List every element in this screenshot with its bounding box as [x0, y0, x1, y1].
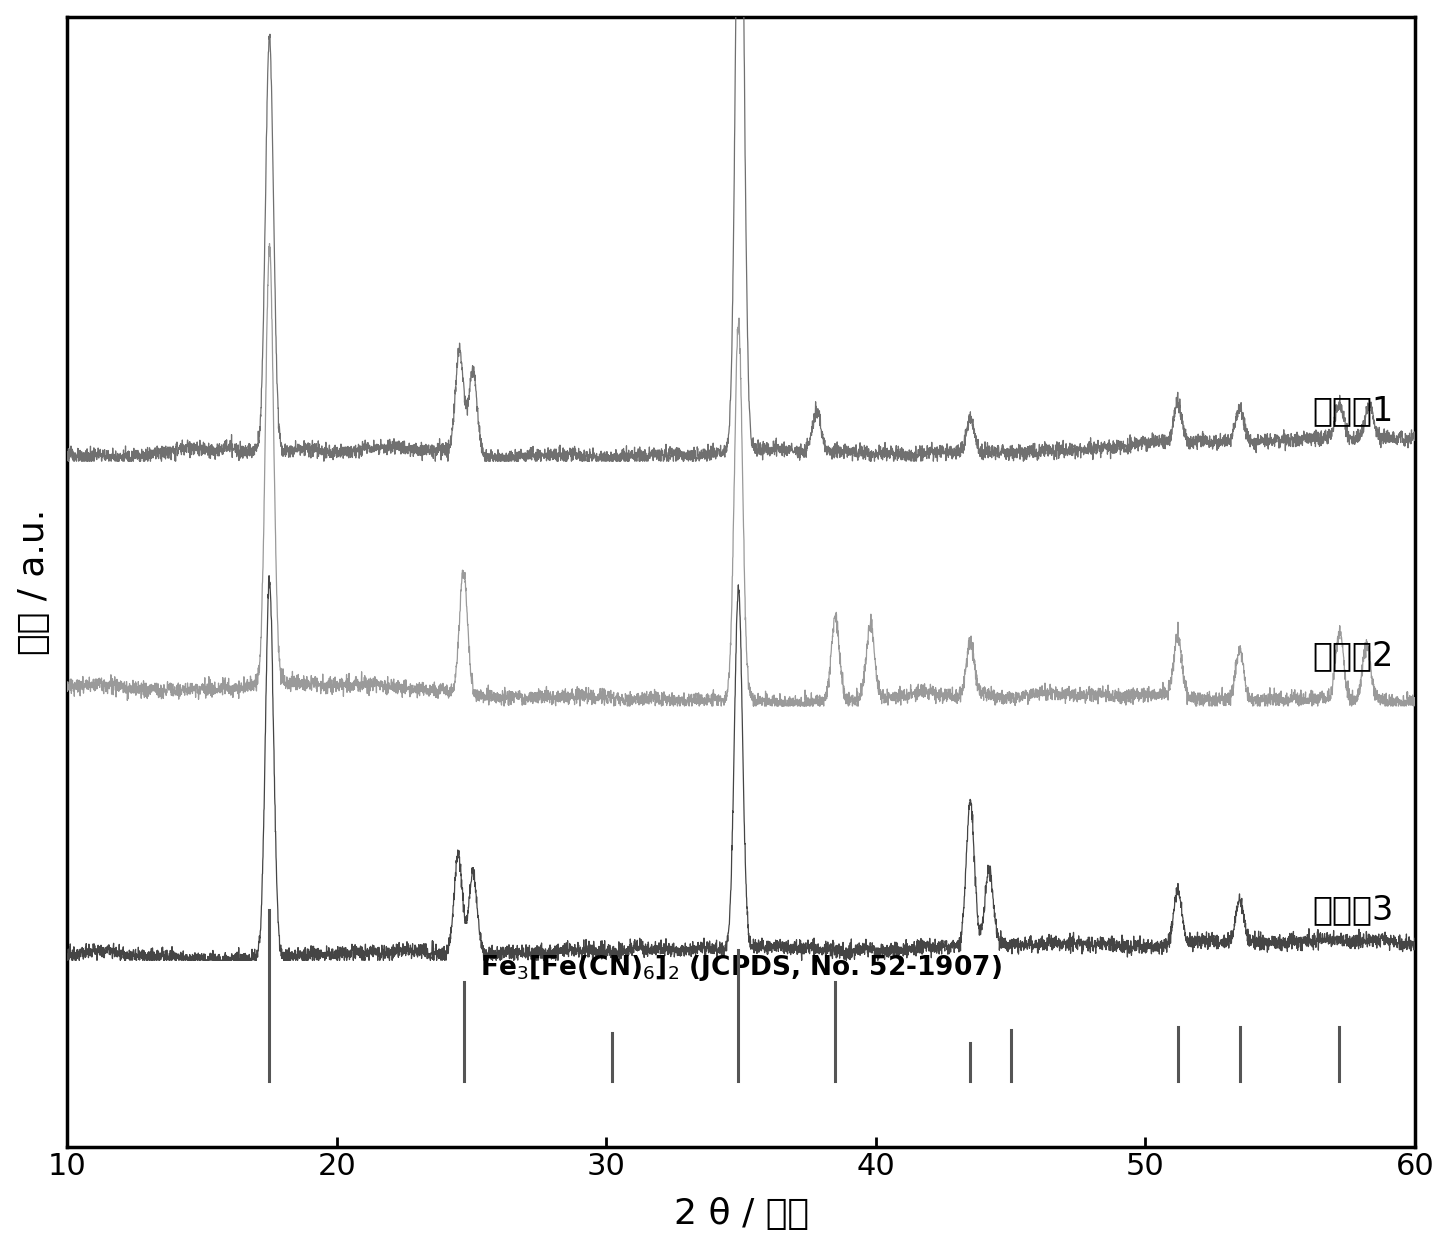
Text: 实施例2: 实施例2: [1312, 639, 1393, 673]
Text: 实施例1: 实施例1: [1312, 394, 1393, 427]
Text: Fe$_3$[Fe(CN)$_6$]$_2$ (JCPDS, No. 52-1907): Fe$_3$[Fe(CN)$_6$]$_2$ (JCPDS, No. 52-19…: [480, 953, 1003, 983]
X-axis label: 2 θ / 角度: 2 θ / 角度: [673, 1197, 808, 1232]
Text: 实施例3: 实施例3: [1312, 894, 1393, 926]
Y-axis label: 强度 / a.u.: 强度 / a.u.: [16, 509, 51, 655]
